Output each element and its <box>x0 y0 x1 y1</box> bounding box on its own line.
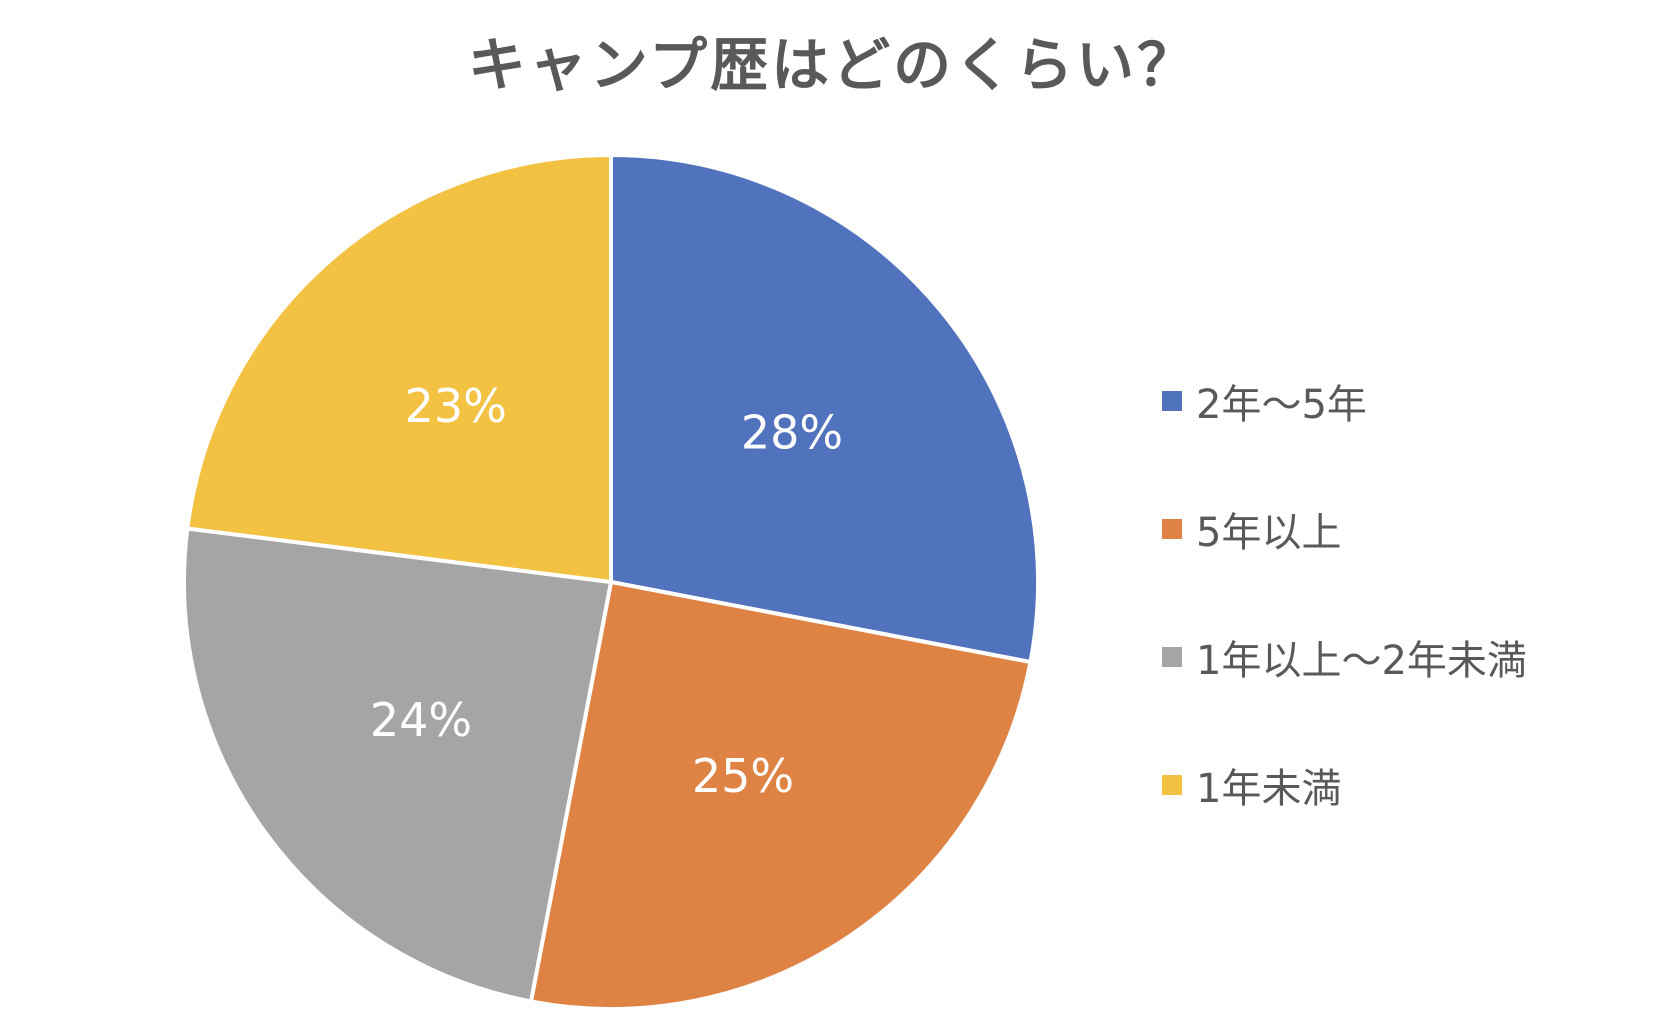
pie-data-labels: 28% 25% 24% 23% <box>370 379 843 803</box>
legend-item-2-5-years: 2年～5年 <box>1162 337 1527 465</box>
legend-label: 1年以上～2年未満 <box>1196 638 1527 684</box>
pie-data-label: 24% <box>370 693 472 747</box>
pie-slice <box>609 152 1040 665</box>
pie-slice <box>182 526 614 1004</box>
legend-item-under-1-year: 1年未満 <box>1162 721 1527 849</box>
pie-data-label: 23% <box>405 379 507 433</box>
chart-title: キャンプ歴はどのくらい？ <box>467 31 1199 99</box>
legend-swatch <box>1162 647 1182 667</box>
legend-label: 5年以上 <box>1196 510 1342 556</box>
pie-slice <box>185 152 613 585</box>
pie-data-label: 28% <box>741 405 843 459</box>
legend-item-over-5-years: 5年以上 <box>1162 465 1527 593</box>
pie-slices <box>182 152 1040 1011</box>
legend-swatch <box>1162 391 1182 411</box>
legend-item-1-2-years: 1年以上～2年未満 <box>1162 593 1527 721</box>
legend-label: 2年～5年 <box>1196 382 1367 428</box>
legend-swatch <box>1162 775 1182 795</box>
pie-data-label: 25% <box>692 749 794 803</box>
legend-swatch <box>1162 519 1182 539</box>
pie-slice <box>528 579 1033 1011</box>
legend: 2年～5年 5年以上 1年以上～2年未満 1年未満 <box>1162 337 1527 849</box>
legend-label: 1年未満 <box>1196 766 1342 812</box>
